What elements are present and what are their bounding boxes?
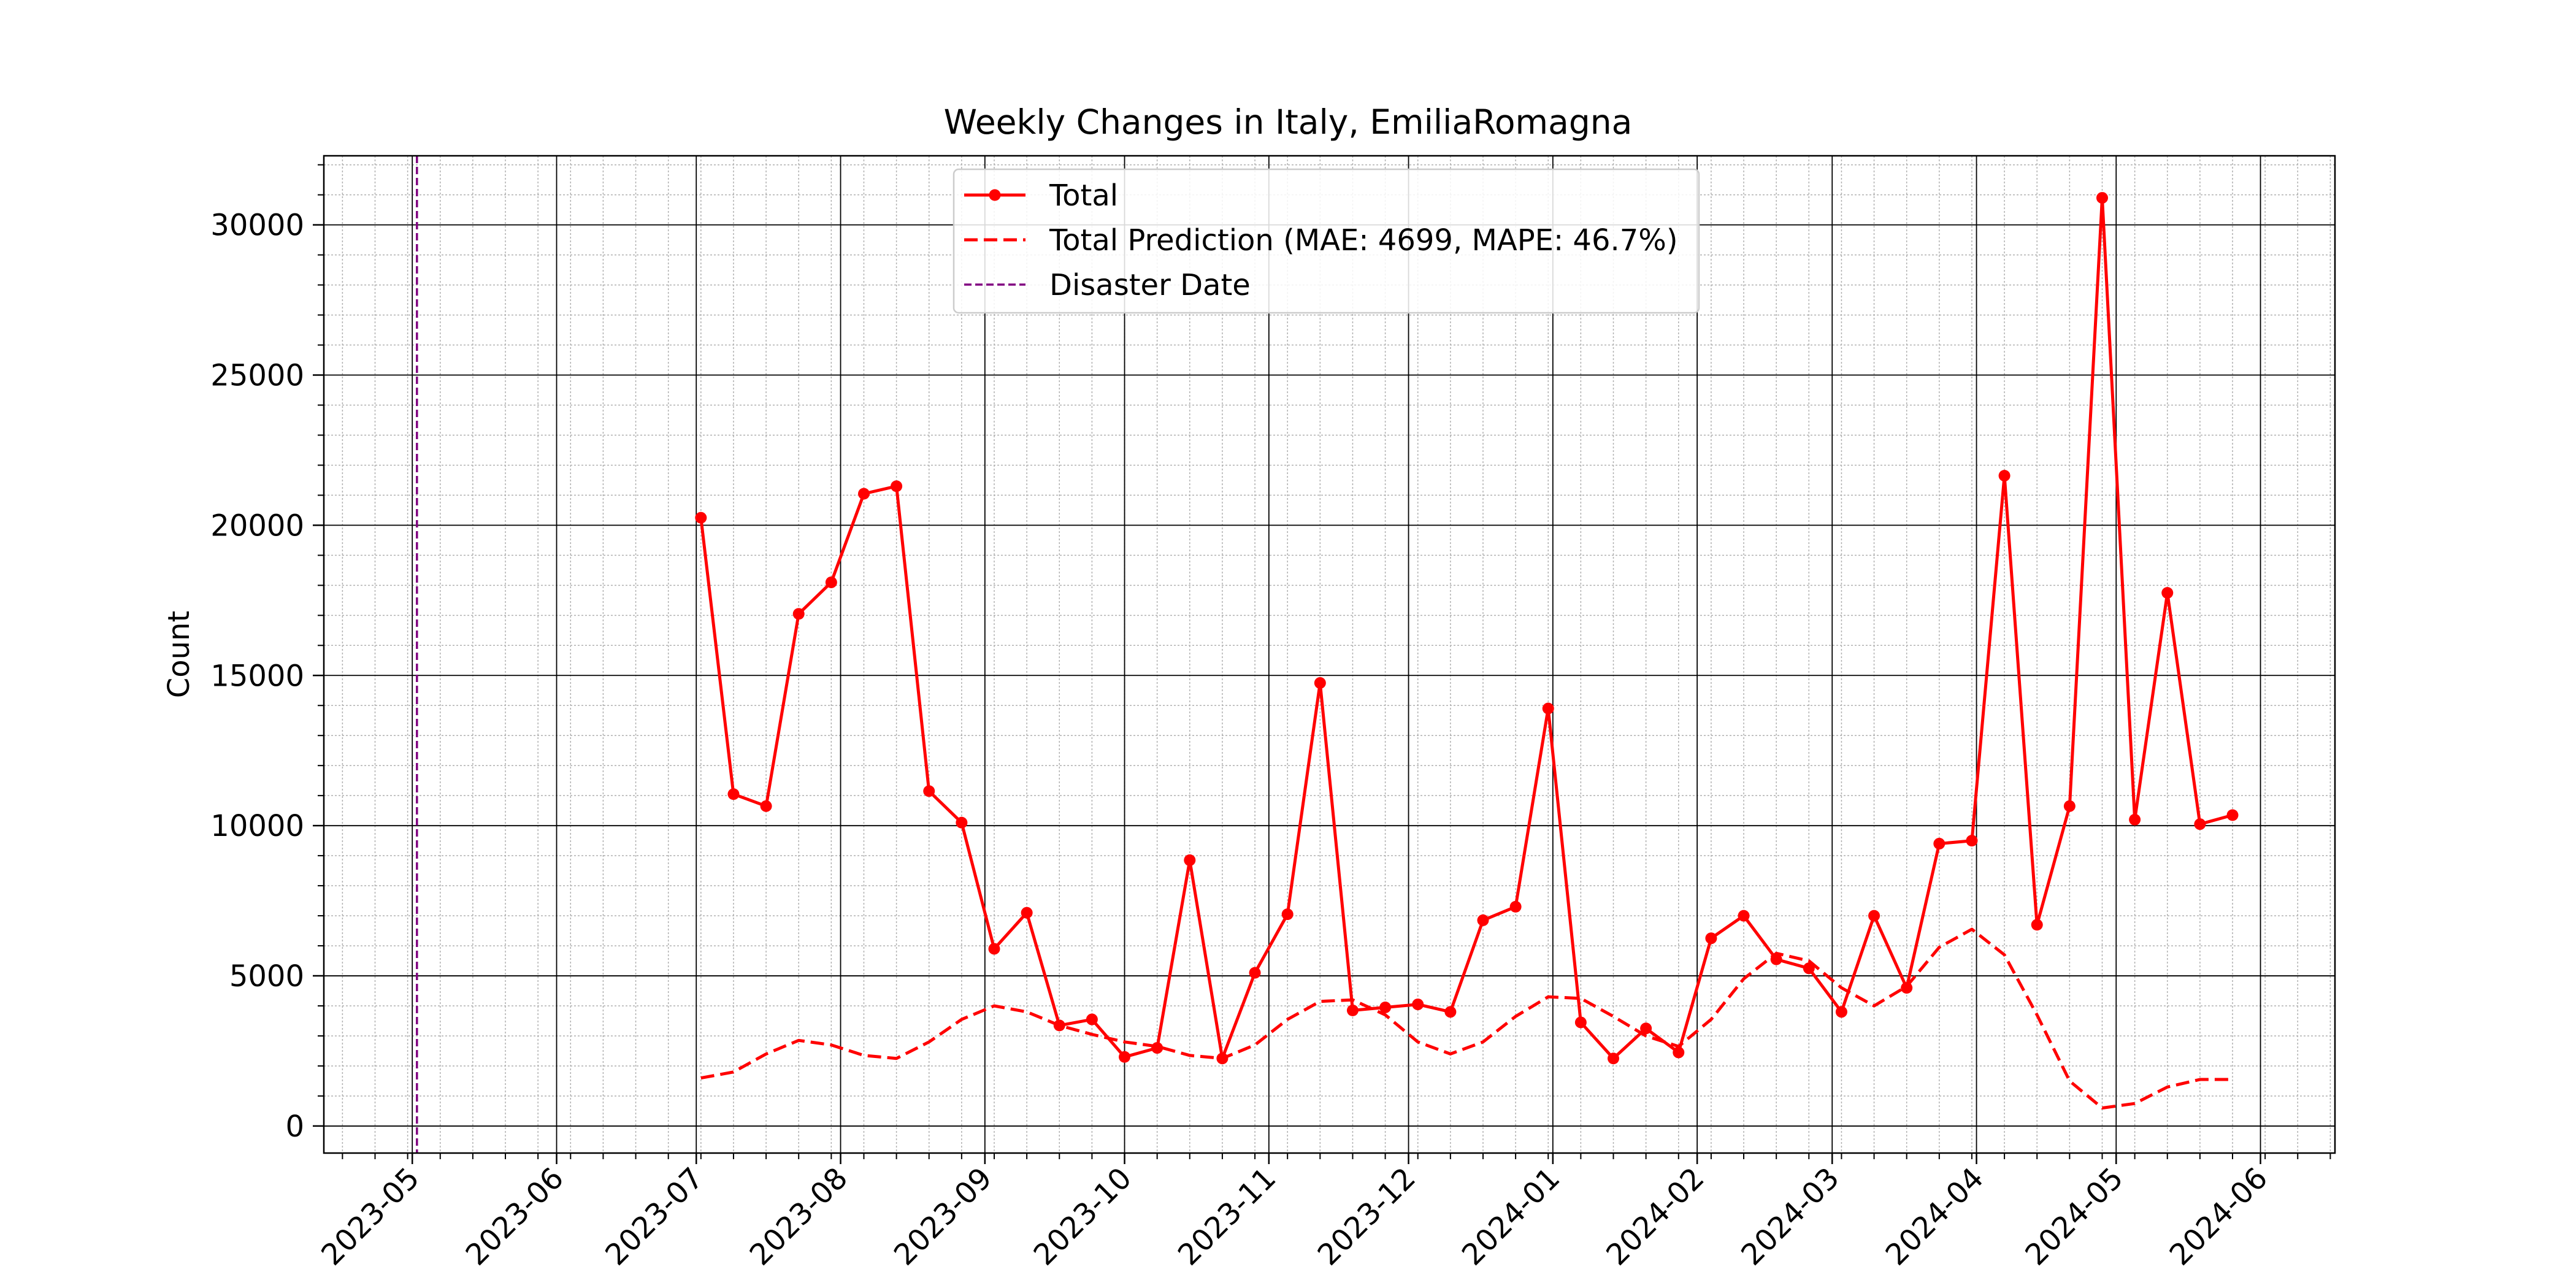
series-total-point	[1184, 854, 1196, 866]
series-total-point	[1574, 1016, 1587, 1029]
axis-ticks	[313, 164, 2331, 1164]
series-total-point	[825, 576, 837, 588]
plot-frame	[323, 155, 2336, 1154]
series-layer	[695, 192, 2239, 1110]
series-total-point	[1608, 1052, 1620, 1065]
y-tick-label: 15000	[210, 659, 304, 693]
series-total-point	[1151, 1042, 1163, 1054]
series-total-point	[1379, 1001, 1392, 1013]
series-total-point	[1281, 908, 1294, 921]
series-total-point	[1249, 967, 1261, 979]
legend-marker	[989, 189, 1001, 201]
series-total-point	[1803, 962, 1815, 975]
legend-label: Disaster Date	[1049, 268, 1251, 302]
series-total-point	[988, 943, 1000, 955]
legend: Total Total Prediction (MAE: 4699, MAPE: …	[953, 168, 1700, 314]
y-tick-label: 25000	[210, 359, 304, 393]
y-tick-label: 10000	[210, 809, 304, 843]
series-total-point	[1314, 677, 1326, 689]
major-grid	[324, 156, 2335, 1153]
y-tick-labels: 0 5000 10000 15000 20000 25000 30000	[210, 209, 304, 1144]
series-total-point	[2063, 800, 2076, 812]
y-tick-label: 5000	[229, 959, 304, 994]
series-total-point	[2031, 919, 2043, 931]
series-total-point	[1542, 702, 1554, 715]
series-total-point	[1346, 1004, 1359, 1016]
series-total-point	[1966, 835, 1978, 847]
series-total-point	[1640, 1022, 1652, 1035]
series-total-point	[695, 512, 707, 524]
series-total-point	[1119, 1051, 1131, 1063]
series-total-point	[1705, 932, 1717, 945]
y-axis-label: Count	[162, 611, 196, 699]
series-prediction-line	[700, 927, 2233, 1110]
series-total-point	[1021, 907, 1033, 919]
series-total-point	[727, 788, 740, 800]
series-total-point	[1933, 838, 1945, 850]
y-tick-label: 20000	[210, 508, 304, 543]
series-total-point	[1998, 470, 2011, 482]
series-total-point	[2226, 809, 2239, 821]
minor-grid	[324, 156, 2335, 1153]
series-total-point	[2194, 818, 2206, 830]
series-total-point	[1868, 910, 1880, 922]
y-tick-label: 30000	[210, 209, 304, 243]
series-total-point	[891, 480, 903, 493]
series-total-point	[1738, 910, 1750, 922]
series-total-point	[1412, 999, 1424, 1011]
series-total-point	[956, 816, 968, 829]
legend-label: Total Prediction (MAE: 4699, MAPE: 46.7%…	[1049, 223, 1678, 258]
series-total-point	[2096, 192, 2108, 204]
series-total-point	[1835, 1006, 1847, 1018]
chart-title: Weekly Changes in Italy, EmiliaRomagna	[944, 102, 1633, 142]
legend-label: Total	[1049, 178, 1118, 213]
series-total-point	[1086, 1013, 1098, 1025]
series-total-point	[1673, 1046, 1685, 1059]
series-total-point	[792, 608, 805, 620]
legend-box	[953, 168, 1700, 314]
series-total-point	[1509, 900, 1522, 913]
series-total-point	[1477, 914, 1489, 926]
y-tick-label: 0	[285, 1110, 304, 1144]
series-total-point	[1444, 1006, 1457, 1018]
series-total-point	[857, 488, 870, 500]
series-total-point	[2129, 813, 2141, 826]
series-total-point	[923, 785, 935, 797]
series-total-line	[699, 196, 2233, 1060]
series-total-point	[760, 800, 772, 812]
series-total-point	[2161, 587, 2174, 599]
